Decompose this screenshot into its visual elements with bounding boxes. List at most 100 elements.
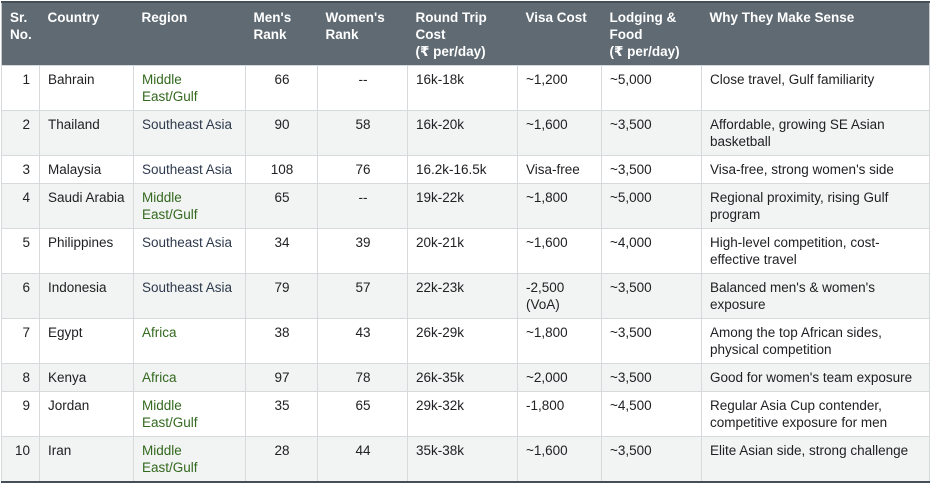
cell-why: Visa-free, strong women's side [701,155,930,184]
cell-region: Middle East/Gulf [133,436,246,483]
cell-lodging: ~3,500 [601,110,702,156]
col-header-why: Why They Make Sense [701,2,930,66]
cell-why: Among the top African sides, physical co… [701,318,930,364]
table-row-saudi-arabia: 4 Saudi Arabia Middle East/Gulf 65 -- 19k-22k… [1,183,930,229]
table-row-kenya: 8 Kenya Africa 97 78 26k-35k ~2,000 ~3,500 Good … [1,363,930,392]
cell-country: Iran [39,436,134,483]
cell-round: 26k-35k [407,363,518,392]
col-header-sublabel: (₹ per/day) [415,44,486,59]
cell-lodging: ~3,500 [601,436,702,483]
table-header: Sr. No. Country Region Men's Rank Women's Ra… [1,2,930,66]
table-row-iran: 10 Iran Middle East/Gulf 28 44 35k-38k ~1,600 ~… [1,436,930,483]
cell-round: 35k-38k [407,436,518,483]
cell-country: Bahrain [39,65,134,111]
cell-round: 16.2k-16.5k [407,155,518,184]
cell-womens: 58 [317,110,408,156]
table-row-indonesia: 6 Indonesia Southeast Asia 79 57 22k-23k -2,50… [1,273,930,319]
cell-country: Malaysia [39,155,134,184]
cell-visa: ~1,800 [517,183,602,229]
cell-round: 16k-18k [407,65,518,111]
table-row-jordan: 9 Jordan Middle East/Gulf 35 65 29k-32k -1,800… [1,391,930,437]
table-row-thailand: 2 Thailand Southeast Asia 90 58 16k-20k ~1,600… [1,110,930,156]
cell-sr: 4 [1,183,40,229]
cell-round: 20k-21k [407,228,518,274]
col-header-label: Round Trip Cost [415,10,487,42]
col-header-sr: Sr. No. [1,2,40,66]
cell-sr: 8 [1,363,40,392]
table-header-row: Sr. No. Country Region Men's Rank Women's Ra… [1,2,930,66]
col-header-womens: Women's Rank [317,2,408,66]
cell-womens: 44 [317,436,408,483]
col-header-label: Sr. No. [10,10,32,42]
cell-womens: 57 [317,273,408,319]
cell-womens: 78 [317,363,408,392]
cell-region: Southeast Asia [133,155,246,184]
cell-sr: 10 [1,436,40,483]
cell-lodging: ~3,500 [601,318,702,364]
table-row-bahrain: 1 Bahrain Middle East/Gulf 66 -- 16k-18k ~1,20… [1,65,930,111]
cell-womens: -- [317,183,408,229]
cell-sr: 6 [1,273,40,319]
cell-lodging: ~4,000 [601,228,702,274]
table-row-malaysia: 3 Malaysia Southeast Asia 108 76 16.2k-16.5k V… [1,155,930,184]
col-header-label: Lodging & Food [609,10,677,42]
col-header-label: Women's Rank [325,10,385,42]
cell-region: Middle East/Gulf [133,183,246,229]
cell-why: Regular Asia Cup contender, competitive … [701,391,930,437]
col-header-region: Region [133,2,246,66]
cell-visa: ~2,000 [517,363,602,392]
cell-mens: 108 [245,155,318,184]
cell-country: Jordan [39,391,134,437]
cell-womens: 39 [317,228,408,274]
cell-region: Southeast Asia [133,110,246,156]
cell-lodging: ~4,500 [601,391,702,437]
cell-country: Saudi Arabia [39,183,134,229]
cell-why: Affordable, growing SE Asian basketball [701,110,930,156]
col-header-round: Round Trip Cost (₹ per/day) [407,2,518,66]
cell-sr: 5 [1,228,40,274]
cell-lodging: ~3,500 [601,273,702,319]
col-header-label: Region [141,10,188,25]
cell-country: Indonesia [39,273,134,319]
cell-sr: 1 [1,65,40,111]
cell-sr: 2 [1,110,40,156]
cell-why: Close travel, Gulf familiarity [701,65,930,111]
col-header-label: Visa Cost [525,10,587,25]
cell-country: Thailand [39,110,134,156]
cell-visa: ~1,600 [517,110,602,156]
cell-womens: 65 [317,391,408,437]
col-header-label: Why They Make Sense [709,10,855,25]
cell-mens: 35 [245,391,318,437]
cell-region: Africa [133,363,246,392]
col-header-label: Men's Rank [253,10,292,42]
cell-region: Africa [133,318,246,364]
cell-mens: 97 [245,363,318,392]
cell-round: 29k-32k [407,391,518,437]
cell-visa: -1,800 [517,391,602,437]
cell-womens: 43 [317,318,408,364]
cell-region: Middle East/Gulf [133,65,246,111]
cell-sr: 9 [1,391,40,437]
cell-lodging: ~5,000 [601,183,702,229]
cell-sr: 3 [1,155,40,184]
cell-lodging: ~5,000 [601,65,702,111]
cell-mens: 34 [245,228,318,274]
cell-visa: Visa-free [517,155,602,184]
cell-round: 26k-29k [407,318,518,364]
cell-round: 19k-22k [407,183,518,229]
table-body: 1 Bahrain Middle East/Gulf 66 -- 16k-18k ~1,20… [1,65,930,483]
cell-mens: 90 [245,110,318,156]
cell-mens: 38 [245,318,318,364]
cell-why: Regional proximity, rising Gulf program [701,183,930,229]
cell-round: 16k-20k [407,110,518,156]
cell-sr: 7 [1,318,40,364]
cell-why: High-level competition, cost-effective t… [701,228,930,274]
cell-why: Balanced men's & women's exposure [701,273,930,319]
cell-why: Good for women's team exposure [701,363,930,392]
cell-lodging: ~3,500 [601,155,702,184]
cell-womens: 76 [317,155,408,184]
col-header-visa: Visa Cost [517,2,602,66]
cell-mens: 65 [245,183,318,229]
